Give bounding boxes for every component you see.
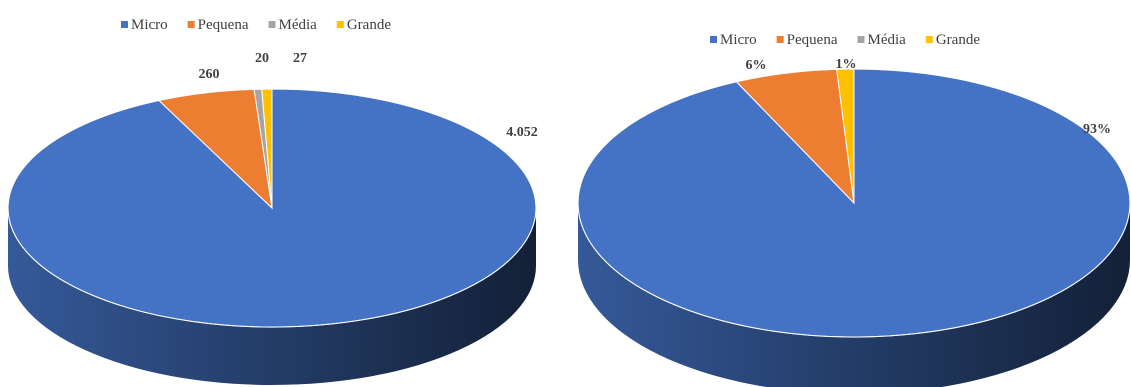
legend-label: Grande: [936, 32, 980, 48]
pie-rim: [577, 68, 1131, 338]
pie-chart-percent: 93% 6% 1% Micro Pequena Média Grande: [571, 0, 1131, 387]
pie-side-wall: [8, 208, 536, 385]
legend-label: Pequena: [787, 32, 838, 48]
legend-label: Média: [279, 17, 318, 33]
legend-swatch: [925, 36, 933, 43]
legend-item-pequena: Pequena: [187, 17, 249, 33]
data-label-pequena: 6%: [746, 58, 767, 73]
data-label-media: 20: [255, 51, 269, 66]
legend-item-micro: Micro: [710, 32, 757, 48]
pie-side-wall: [578, 203, 1130, 387]
data-label-micro: 4.052: [506, 125, 538, 140]
data-label-grande: 27: [293, 51, 307, 66]
legend-swatch: [187, 21, 195, 28]
pie-chart-counts: 4.052 260 20 27 Micro Pequena Média Grande: [0, 0, 560, 387]
legend-label: Média: [868, 32, 907, 48]
legend-item-pequena: Pequena: [776, 32, 838, 48]
legend-label: Pequena: [198, 17, 249, 33]
legend-swatch: [710, 36, 717, 43]
legend-label: Micro: [720, 32, 757, 48]
pie-rim: [7, 88, 537, 328]
legend-label: Grande: [347, 17, 391, 33]
legend-item-micro: Micro: [121, 17, 168, 33]
legend-item-media: Média: [857, 32, 907, 48]
legend-item-grande: Grande: [336, 17, 391, 33]
legend-swatch: [336, 21, 344, 28]
legend-swatch: [121, 21, 128, 28]
data-label-pequena: 260: [199, 67, 220, 82]
legend-swatch: [268, 21, 276, 28]
data-label-micro: 93%: [1083, 122, 1111, 137]
pie-chart-percent-svg: 93% 6% 1% Micro Pequena Média Grande: [577, 32, 1131, 387]
pie-chart-counts-svg: 4.052 260 20 27 Micro Pequena Média Grande: [7, 17, 538, 385]
legend-label: Micro: [131, 17, 168, 33]
legend-swatch: [776, 36, 784, 43]
data-label-grande: 1%: [836, 57, 857, 72]
legend-item-grande: Grande: [925, 32, 980, 48]
legend-item-media: Média: [268, 17, 318, 33]
legend-swatch: [857, 36, 865, 43]
